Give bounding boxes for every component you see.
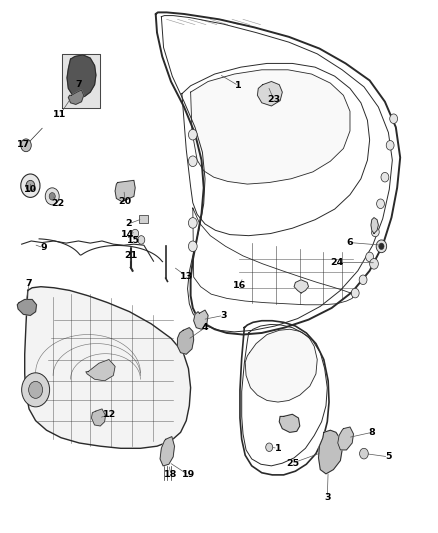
Text: 17: 17 <box>17 140 30 149</box>
Circle shape <box>188 217 197 228</box>
Circle shape <box>188 156 197 166</box>
Text: 10: 10 <box>24 185 37 194</box>
Polygon shape <box>17 300 36 316</box>
Text: 5: 5 <box>385 453 392 462</box>
Polygon shape <box>115 180 135 201</box>
Circle shape <box>49 192 55 200</box>
Text: 15: 15 <box>127 237 141 246</box>
Circle shape <box>188 130 197 140</box>
Circle shape <box>370 259 378 269</box>
Circle shape <box>188 241 197 252</box>
Circle shape <box>381 172 389 182</box>
Polygon shape <box>371 217 378 233</box>
Text: 1: 1 <box>275 444 281 453</box>
Polygon shape <box>245 329 317 402</box>
Circle shape <box>359 275 367 285</box>
Circle shape <box>376 240 387 253</box>
Circle shape <box>21 174 40 197</box>
Polygon shape <box>68 90 84 104</box>
Circle shape <box>45 188 59 205</box>
Text: 23: 23 <box>267 94 280 103</box>
Text: 24: 24 <box>330 258 343 266</box>
Text: 11: 11 <box>53 110 66 119</box>
Text: 21: 21 <box>124 252 138 260</box>
Circle shape <box>366 252 374 262</box>
Polygon shape <box>258 82 283 106</box>
FancyBboxPatch shape <box>139 215 148 223</box>
Text: 3: 3 <box>324 493 331 502</box>
Polygon shape <box>318 430 342 474</box>
Polygon shape <box>191 70 350 184</box>
Polygon shape <box>194 310 208 329</box>
Text: 6: 6 <box>346 238 353 247</box>
Polygon shape <box>67 55 96 98</box>
Polygon shape <box>279 414 300 432</box>
Polygon shape <box>294 280 308 293</box>
Circle shape <box>351 288 359 298</box>
Text: 25: 25 <box>286 459 299 467</box>
Text: 7: 7 <box>75 80 82 89</box>
Circle shape <box>26 180 35 191</box>
Text: 18: 18 <box>164 471 178 479</box>
Polygon shape <box>92 409 106 426</box>
Circle shape <box>377 199 385 208</box>
Text: 1: 1 <box>235 81 242 90</box>
Text: 3: 3 <box>220 311 226 320</box>
Circle shape <box>371 227 379 237</box>
Text: 8: 8 <box>368 428 375 437</box>
Circle shape <box>386 141 394 150</box>
Text: 22: 22 <box>52 199 65 208</box>
Circle shape <box>28 381 42 398</box>
Polygon shape <box>62 54 100 108</box>
Text: 12: 12 <box>103 410 117 419</box>
Polygon shape <box>177 328 194 354</box>
Text: 9: 9 <box>40 244 47 253</box>
Polygon shape <box>160 437 174 466</box>
Circle shape <box>138 236 145 244</box>
Polygon shape <box>338 427 353 450</box>
Text: 13: 13 <box>180 272 193 280</box>
Circle shape <box>390 114 398 124</box>
Text: 20: 20 <box>119 197 132 206</box>
Circle shape <box>132 229 139 238</box>
Text: 7: 7 <box>26 279 32 288</box>
Text: 19: 19 <box>182 471 195 479</box>
Text: 14: 14 <box>121 230 134 239</box>
Text: 16: 16 <box>233 280 247 289</box>
Circle shape <box>21 373 49 407</box>
Circle shape <box>360 448 368 459</box>
Text: 2: 2 <box>125 220 131 229</box>
Polygon shape <box>86 360 115 381</box>
Text: 4: 4 <box>202 323 208 332</box>
Polygon shape <box>25 287 191 448</box>
Circle shape <box>379 243 384 249</box>
Circle shape <box>21 139 31 152</box>
Circle shape <box>266 443 273 451</box>
